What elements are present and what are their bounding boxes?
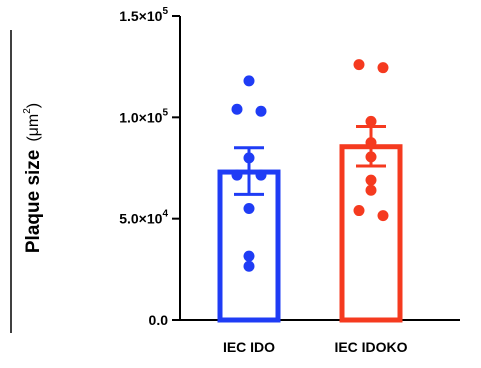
data-point xyxy=(377,62,389,74)
data-point xyxy=(243,152,255,164)
data-point xyxy=(231,169,243,181)
data-point xyxy=(243,203,255,215)
y-tick-mantissa: 5.0×10 xyxy=(119,211,162,227)
y-tick-label: 1.0×105 xyxy=(119,107,168,125)
y-tick-label: 1.5×105 xyxy=(119,6,168,24)
data-point xyxy=(353,205,365,217)
points-layer xyxy=(231,59,389,272)
data-point xyxy=(243,75,255,87)
y-tick-label: 5.0×104 xyxy=(119,209,168,227)
data-point xyxy=(353,59,365,71)
data-point xyxy=(377,210,389,222)
y-tick-exponent: 5 xyxy=(162,107,168,118)
data-point xyxy=(365,137,377,149)
data-point xyxy=(255,105,267,117)
data-point xyxy=(365,151,377,163)
data-point xyxy=(243,250,255,262)
data-point xyxy=(255,169,267,181)
data-point xyxy=(365,115,377,127)
y-tick-mantissa: 1.0×10 xyxy=(119,109,162,125)
y-axis-unit-close: ) xyxy=(25,103,42,108)
error-bars-layer xyxy=(234,124,386,196)
data-point xyxy=(243,260,255,272)
y-tick-exponent: 4 xyxy=(162,209,168,220)
y-axis-unit-exponent: 2 xyxy=(22,108,33,114)
data-point xyxy=(231,103,243,115)
y-tick-exponent: 5 xyxy=(162,6,168,17)
category-labels: IEC IDO IEC IDOKO xyxy=(223,339,408,355)
y-axis-label: Plaque size (μm2) xyxy=(22,103,44,253)
svg-text:Plaque size (μm2): Plaque size (μm2) xyxy=(22,103,44,253)
y-tick-mantissa: 0.0 xyxy=(149,312,169,328)
bar xyxy=(339,144,403,323)
y-axis-title: Plaque size xyxy=(23,150,44,254)
data-point xyxy=(365,174,377,186)
x-category-label: IEC IDO xyxy=(223,339,275,355)
y-tick-label: 0.0 xyxy=(149,312,169,328)
data-point xyxy=(365,184,377,196)
y-tick-mantissa: 1.5×10 xyxy=(119,8,162,24)
x-category-label: IEC IDOKO xyxy=(334,339,407,355)
bars-layer xyxy=(217,144,403,323)
y-axis-unit-open: (μm xyxy=(25,114,42,142)
